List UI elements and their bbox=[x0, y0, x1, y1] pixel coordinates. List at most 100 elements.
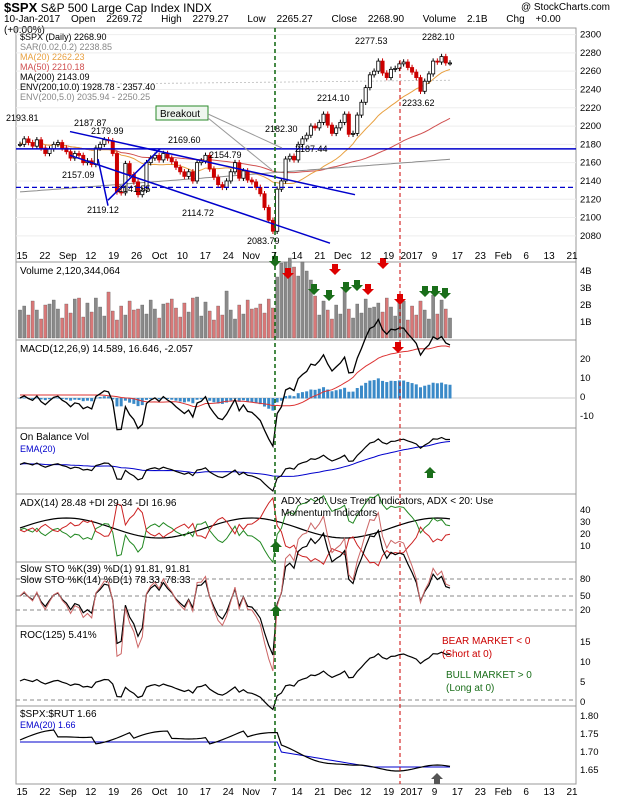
volume-bar bbox=[216, 305, 220, 339]
macd-histogram-bar bbox=[157, 398, 161, 400]
roc-line bbox=[19, 651, 450, 711]
candle-body bbox=[136, 181, 141, 196]
candle-body bbox=[308, 125, 313, 136]
x-tick-label: 17 bbox=[452, 787, 464, 798]
candle-body bbox=[123, 163, 128, 194]
volume-bar bbox=[39, 318, 43, 339]
candle-body bbox=[195, 162, 200, 182]
x-tick-label: Feb bbox=[495, 251, 513, 262]
macd-histogram-bar bbox=[107, 396, 111, 399]
macd-histogram-bar bbox=[195, 398, 199, 400]
open: Open 2269.72 bbox=[70, 14, 143, 25]
macd-histogram-bar bbox=[343, 387, 347, 399]
price-y-tick: 2260 bbox=[580, 66, 601, 77]
volume-bar bbox=[330, 318, 334, 339]
volume-bar bbox=[157, 317, 161, 339]
price-y-tick: 2280 bbox=[580, 48, 601, 59]
x-tick-label: 10 bbox=[177, 787, 189, 798]
macd-histogram-bar bbox=[402, 380, 406, 399]
macd-histogram-bar bbox=[322, 387, 326, 399]
macd-histogram-bar bbox=[60, 398, 64, 400]
macd-histogram-bar bbox=[102, 396, 106, 399]
price-annotation: 2214.10 bbox=[317, 93, 350, 103]
x-tick-label: 22 bbox=[39, 251, 51, 262]
trend-line bbox=[97, 158, 109, 206]
volume-bar bbox=[89, 311, 94, 339]
volume-bar bbox=[317, 314, 322, 339]
candle-body bbox=[388, 68, 393, 78]
macd-histogram-bar bbox=[166, 398, 170, 400]
macd-histogram-bar bbox=[381, 380, 385, 399]
volume-bar bbox=[94, 297, 98, 339]
volume-bar bbox=[435, 313, 440, 339]
volume-bar bbox=[203, 301, 208, 339]
macd-histogram-bar bbox=[85, 398, 89, 401]
candle-body bbox=[405, 61, 410, 68]
volume-bar bbox=[229, 309, 233, 339]
price-annotation: 2182.30 bbox=[265, 124, 298, 134]
x-tick-label: 24 bbox=[223, 251, 235, 262]
price-annotation: 2169.60 bbox=[168, 135, 201, 145]
candle-body bbox=[418, 77, 423, 92]
roc-y-tick: 5 bbox=[580, 677, 585, 688]
volume-bar bbox=[300, 261, 305, 339]
candle-body bbox=[384, 72, 389, 78]
x-tick-label: 19 bbox=[383, 787, 395, 798]
candle-body bbox=[102, 139, 107, 145]
volume-bar bbox=[338, 313, 343, 339]
candle-body bbox=[363, 87, 368, 103]
breakout-callout: Breakout bbox=[160, 109, 200, 120]
macd-histogram-bar bbox=[39, 398, 43, 400]
x-tick-label: Oct bbox=[152, 251, 168, 262]
macd-histogram-bar bbox=[35, 397, 39, 399]
macd-histogram-bar bbox=[355, 388, 359, 399]
x-tick-label: 23 bbox=[475, 787, 487, 798]
volume-bar bbox=[106, 291, 111, 339]
volume-bar bbox=[342, 289, 347, 339]
candle-body bbox=[300, 138, 305, 145]
volume-bar bbox=[115, 319, 119, 339]
adx-y-tick: 30 bbox=[580, 517, 591, 528]
x-tick-label: 14 bbox=[291, 787, 303, 798]
volume-bar bbox=[153, 308, 157, 339]
candle-body bbox=[77, 153, 82, 156]
volume-bar bbox=[250, 308, 254, 339]
volume-green-arrow bbox=[323, 290, 335, 301]
candle-body bbox=[447, 62, 452, 65]
candle-body bbox=[43, 147, 48, 154]
price-annotation: 2119.12 bbox=[87, 205, 119, 215]
candle-body bbox=[182, 171, 187, 177]
trend-line bbox=[69, 154, 331, 244]
roc-y-tick: 0 bbox=[580, 697, 585, 708]
volume-bar bbox=[266, 298, 271, 339]
candle-body bbox=[270, 219, 275, 232]
candle-body bbox=[292, 155, 297, 161]
volume: Volume 2.1B bbox=[422, 14, 488, 25]
volume-bar bbox=[30, 300, 35, 339]
volume-bar bbox=[347, 308, 351, 339]
ratio-y-tick: 1.80 bbox=[580, 711, 599, 722]
volume-bar bbox=[363, 298, 368, 339]
ma200-line bbox=[19, 158, 451, 193]
macd-histogram-bar bbox=[254, 398, 258, 404]
price-legend-item: MA(50) 2210.18 bbox=[20, 62, 85, 72]
price-y-tick: 2220 bbox=[580, 103, 601, 114]
ratio-ema-line bbox=[20, 741, 450, 768]
macd-histogram-bar bbox=[267, 398, 271, 409]
macd-histogram-bar bbox=[144, 398, 148, 400]
price-y-tick: 2140 bbox=[580, 176, 601, 187]
bear-market-note-2: (Short at 0) bbox=[442, 649, 492, 660]
volume-y-tick: 2B bbox=[580, 300, 592, 311]
macd-histogram-bar bbox=[334, 390, 338, 399]
volume-bar bbox=[401, 300, 406, 339]
candle-body bbox=[249, 179, 254, 183]
volume-label: Volume 2,120,344,064 bbox=[20, 266, 121, 277]
volume-bar bbox=[254, 307, 258, 339]
volume-bar bbox=[127, 300, 132, 339]
volume-bar bbox=[178, 316, 182, 339]
macd-histogram-bar bbox=[351, 391, 355, 399]
macd-histogram-bar bbox=[174, 398, 178, 401]
ratio-gray-arrow bbox=[431, 773, 443, 784]
volume-bar bbox=[431, 294, 435, 339]
